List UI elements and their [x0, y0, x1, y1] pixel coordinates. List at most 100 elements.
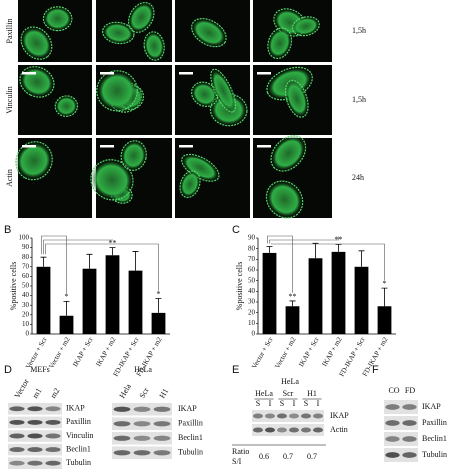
- blot-band: [153, 450, 171, 456]
- blot-title: MEFs: [30, 365, 50, 374]
- y-tick-label: 30: [22, 301, 30, 309]
- blot-strip: [384, 448, 418, 462]
- error-bar: [381, 287, 388, 307]
- blot-row-label: IKAP: [422, 402, 441, 411]
- cell: [42, 6, 73, 32]
- blot-row-label: Beclin1: [66, 444, 91, 453]
- bar: [354, 266, 369, 334]
- cell: [210, 68, 237, 113]
- cell: [270, 135, 307, 172]
- blot-band: [27, 433, 43, 439]
- error-bar: [312, 242, 319, 259]
- panel-label: F: [372, 364, 379, 376]
- blot-band: [45, 406, 61, 412]
- blot-band: [113, 421, 131, 427]
- blot-band: [402, 436, 417, 442]
- lane-label: Vector: [13, 377, 31, 400]
- blot-band: [385, 452, 400, 458]
- blot-band: [402, 404, 417, 410]
- blot-row-label: IKAP: [178, 404, 197, 413]
- significance-bracket: [45, 243, 159, 291]
- scale-bar: [257, 72, 271, 75]
- blot-band: [288, 413, 300, 419]
- cell: [267, 27, 293, 60]
- lane-label: CO: [388, 386, 399, 395]
- cell: [143, 31, 165, 61]
- blot-band: [402, 452, 417, 458]
- x-tick-label: IKAP + Scr: [297, 335, 321, 368]
- blot-row-label: Paxillin: [178, 419, 203, 428]
- lane-label: Hela: [118, 382, 134, 400]
- blot-band: [9, 433, 25, 439]
- x-tick-label: IKAP + m2: [94, 335, 117, 368]
- blot-band: [153, 421, 171, 427]
- bar: [105, 255, 120, 334]
- lane-label: I: [293, 399, 296, 408]
- error-bar: [132, 251, 139, 271]
- y-tick-label: 10: [22, 320, 30, 328]
- significance-bracket: [271, 243, 385, 281]
- blot-band: [312, 413, 324, 419]
- bar: [262, 252, 277, 334]
- lane-label: m2: [49, 387, 62, 400]
- lane-label: I: [269, 399, 272, 408]
- blot-band: [288, 427, 300, 433]
- cell: [96, 70, 138, 112]
- bar: [308, 258, 323, 334]
- lane-label: S: [280, 399, 284, 408]
- bar: [331, 251, 346, 334]
- lane-label: S: [256, 399, 260, 408]
- blot-band: [276, 413, 288, 419]
- y-tick-label: 60: [22, 272, 30, 280]
- y-tick-label: 70: [22, 262, 30, 270]
- x-tick-label: Vector + m2: [47, 335, 72, 369]
- panel-label: D: [4, 364, 12, 376]
- y-tick-label: 100: [19, 234, 30, 242]
- blot-band: [385, 404, 400, 410]
- cell: [20, 26, 53, 60]
- significance-mark: *: [383, 279, 387, 288]
- error-bar: [40, 256, 47, 267]
- blot-band: [264, 413, 276, 419]
- blot-strip: [384, 432, 418, 446]
- blot-band: [27, 419, 43, 425]
- blot-title: HeLa: [281, 377, 299, 386]
- significance-mark: *: [157, 289, 161, 298]
- y-tick-label: 50: [22, 282, 30, 290]
- y-axis-label: %positive cells: [235, 262, 244, 311]
- significance-mark: **: [109, 238, 117, 247]
- blot-band: [9, 447, 25, 453]
- scale-bar: [100, 72, 114, 75]
- cell: [90, 159, 134, 201]
- row-label: Vinculin: [5, 86, 14, 114]
- error-bar: [86, 253, 93, 269]
- ratio-value: 0.7: [283, 452, 293, 461]
- y-tick-label: 10: [248, 319, 256, 327]
- significance-mark: **: [289, 292, 297, 301]
- blot-band: [27, 460, 43, 466]
- cell: [291, 16, 320, 37]
- blot-band: [27, 406, 43, 412]
- blot-band: [264, 427, 276, 433]
- blot-row-label: IKAP: [66, 404, 85, 413]
- lane-label: Scr: [138, 386, 151, 400]
- bar: [59, 315, 74, 334]
- cell: [265, 180, 304, 219]
- x-tick-label: IKAP + m2: [320, 335, 343, 368]
- blot-band: [27, 447, 43, 453]
- cell: [54, 95, 79, 117]
- error-bar: [63, 300, 70, 316]
- lane-label: FD: [405, 386, 415, 395]
- blot-row-label: Actin: [330, 425, 348, 434]
- blot-band: [402, 420, 417, 426]
- scale-bar: [257, 145, 271, 148]
- row-label: Paxillin: [5, 19, 14, 44]
- blot-row-label: Beclin1: [422, 434, 447, 443]
- bar: [128, 270, 143, 334]
- y-tick-label: 80: [248, 244, 256, 252]
- blot-band: [153, 406, 171, 412]
- blot-band: [113, 435, 131, 441]
- blot-strip: [252, 410, 324, 422]
- y-tick-label: 90: [248, 234, 256, 242]
